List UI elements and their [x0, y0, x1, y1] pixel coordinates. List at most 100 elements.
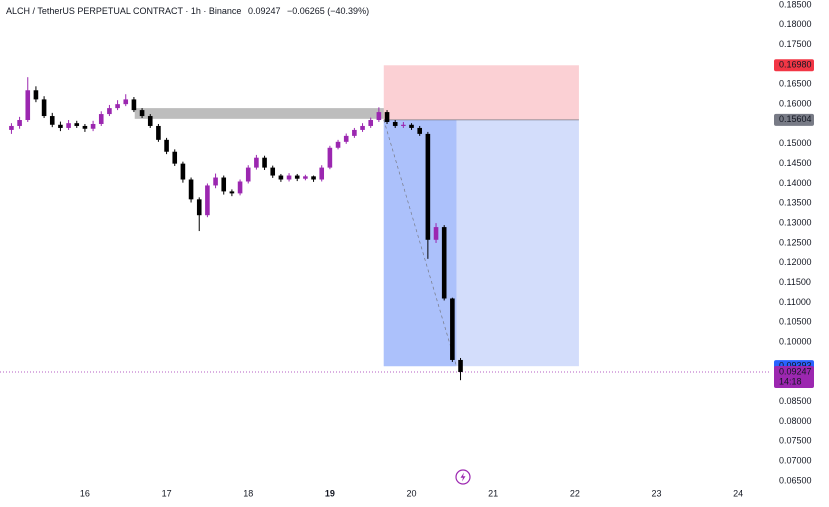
candle-body [74, 123, 80, 126]
candle-body [58, 124, 63, 128]
candle-body [270, 167, 276, 176]
candle-body [384, 112, 390, 122]
candle-body [294, 175, 300, 179]
candle-body [17, 120, 22, 126]
drawings-layer [0, 65, 770, 373]
candle-body [115, 104, 120, 109]
candle-body [335, 141, 341, 148]
candle-body [164, 139, 169, 152]
candle-body [131, 99, 137, 111]
candle-body [41, 99, 47, 117]
candle-body [107, 108, 112, 115]
x-tick-label: 20 [407, 488, 417, 498]
countdown-label: 14:18 [779, 376, 802, 386]
candle-body [327, 147, 333, 168]
x-tick-label: 18 [243, 488, 253, 498]
x-tick-label: 21 [488, 488, 498, 498]
candle-body [147, 116, 153, 126]
x-tick-label: 17 [162, 488, 172, 498]
candle-body [254, 157, 259, 168]
price-tag-label: 0.09247 [779, 366, 812, 376]
candle-body [123, 99, 129, 105]
symbol: ALCH / TetherUS PERPETUAL CONTRACT · 1h … [6, 6, 241, 16]
candle-body [360, 125, 365, 130]
y-tick-label: 0.15000 [779, 138, 812, 148]
candle-body [25, 90, 31, 121]
candle-body [303, 176, 308, 179]
y-tick-label: 0.08000 [779, 416, 812, 426]
candle-body [458, 359, 463, 372]
price-tag [774, 365, 814, 388]
candle-body [433, 227, 439, 240]
candle-body [245, 167, 251, 182]
candle-body [450, 298, 455, 360]
candle-body [90, 123, 96, 129]
y-tick-label: 0.12000 [779, 257, 812, 267]
stop-zone [383, 65, 579, 120]
candle-body [417, 127, 423, 134]
y-tick-label: 0.14000 [779, 178, 812, 188]
candle-body [180, 163, 186, 180]
candle-body [221, 177, 227, 192]
header-change: −0.06265 (−40.39%) [287, 6, 369, 16]
candle-body [237, 181, 243, 194]
candle-body [213, 177, 218, 186]
x-tick-label: 22 [570, 488, 580, 498]
x-tick-label: 19 [325, 488, 335, 498]
candle-body [343, 135, 349, 142]
y-tick-label: 0.16500 [779, 79, 812, 89]
candle-body [368, 120, 374, 126]
y-tick-label: 0.06500 [779, 475, 812, 485]
icon-bolt [460, 472, 466, 482]
candle-body [401, 124, 406, 126]
y-tick-label: 0.16000 [779, 99, 812, 109]
y-tick-label: 0.10000 [779, 336, 812, 346]
candle-body [172, 151, 178, 164]
y-tick-label: 0.14500 [779, 158, 812, 168]
trade-path [383, 119, 457, 367]
candle-body [139, 110, 145, 117]
price-tag [774, 113, 814, 126]
y-tick-label: 0.18000 [779, 19, 812, 29]
candle-body [188, 179, 194, 200]
candle-body [49, 116, 55, 125]
candle-body [262, 157, 267, 168]
chart-header: ALCH / TetherUS PERPETUAL CONTRACT · 1h … [6, 6, 369, 16]
y-tick-label: 0.11500 [779, 277, 811, 287]
price-tag-label: 0.15604 [779, 114, 812, 124]
candle-body [425, 133, 431, 240]
candle-body [278, 175, 284, 180]
candle-body [98, 114, 104, 124]
candle-body [441, 227, 447, 299]
header-price: 0.09247 [248, 6, 281, 16]
replay-icon[interactable] [455, 469, 471, 485]
candle-body [319, 167, 325, 180]
y-tick-label: 0.17500 [779, 39, 812, 49]
x-tick-label: 16 [80, 488, 90, 498]
candle-body [311, 176, 316, 180]
y-tick-label: 0.13000 [779, 218, 812, 228]
y-tick-label: 0.07500 [779, 436, 812, 446]
candle-body [352, 129, 357, 136]
candle-body [409, 124, 414, 128]
price-tag-label: 0.09393 [779, 361, 812, 371]
price-tag-label: 0.16980 [779, 60, 812, 70]
candle-body [196, 199, 202, 216]
candle-body [82, 125, 88, 129]
candle-body [392, 121, 398, 126]
candle-body [286, 175, 292, 180]
y-tick-label: 0.18500 [779, 0, 812, 9]
candle-body [66, 123, 71, 128]
y-tick-label: 0.11000 [779, 297, 811, 307]
candle-body [33, 90, 39, 100]
y-tick-label: 0.08500 [779, 396, 812, 406]
x-tick-label: 24 [733, 488, 743, 498]
candle-body [9, 125, 14, 130]
candle-body [156, 125, 161, 140]
candle-body [229, 191, 235, 194]
candle-body [376, 112, 382, 121]
resistance-zone [134, 108, 432, 119]
y-tick-label: 0.13500 [779, 198, 812, 208]
